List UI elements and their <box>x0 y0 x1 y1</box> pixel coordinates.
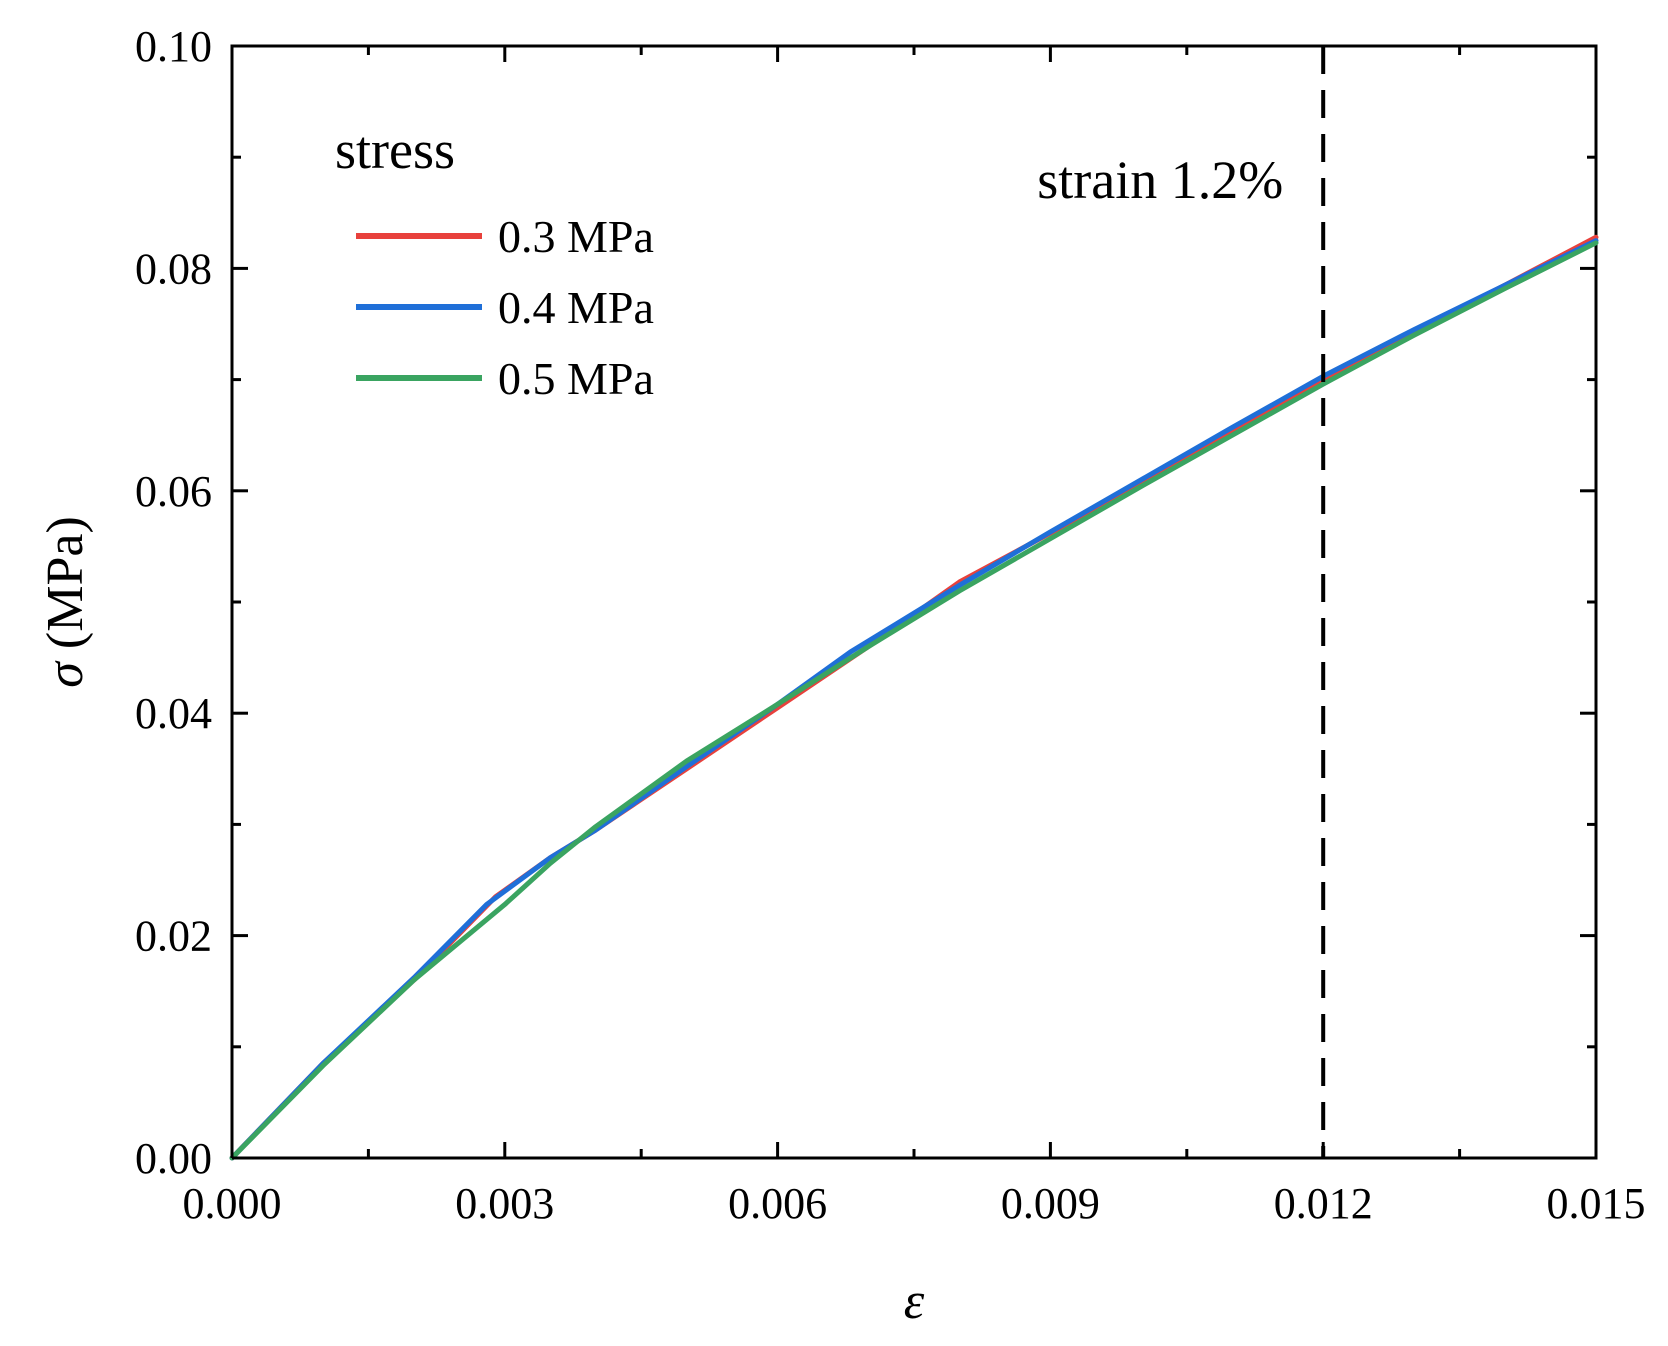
legend: stress 0.3 MPa 0.4 MPa 0.5 MPa <box>335 120 654 404</box>
strain-annotation-label: strain 1.2% <box>1037 150 1283 210</box>
legend-label: 0.4 MPa <box>498 282 654 333</box>
y-tick-label: 0.02 <box>135 912 212 961</box>
x-tick-label: 0.009 <box>1001 1179 1100 1228</box>
y-axis-symbol: σ <box>37 660 94 688</box>
y-tick-label: 0.04 <box>135 689 212 738</box>
y-axis-unit: (MPa) <box>37 516 94 662</box>
legend-label: 0.5 MPa <box>498 353 654 404</box>
plot-area <box>230 44 1598 1160</box>
series-line-0-5-mpa <box>229 240 1599 1161</box>
x-tick-label: 0.015 <box>1547 1179 1646 1228</box>
axes-layer: 0.000 0.003 0.006 0.009 0.012 0.015 0.00 0.02 0.… <box>37 22 1646 1330</box>
x-tick-label: 0.003 <box>455 1179 554 1228</box>
y-tick-label: 0.06 <box>135 467 212 516</box>
y-tick-label: 0.08 <box>135 244 212 293</box>
x-tick-label: 0.000 <box>183 1179 282 1228</box>
x-tick-label: 0.012 <box>1274 1179 1373 1228</box>
plot-frame <box>230 44 1598 1160</box>
y-tick-label: 0.00 <box>135 1134 212 1183</box>
series-line-0-4-mpa <box>229 238 1599 1161</box>
x-axis-title: ε <box>904 1273 925 1330</box>
legend-title: stress <box>335 120 455 180</box>
y-axis-title: σ (MPa) <box>37 516 94 688</box>
x-tick-label: 0.006 <box>728 1179 827 1228</box>
legend-label: 0.3 MPa <box>498 211 654 262</box>
y-tick-label: 0.10 <box>135 22 212 71</box>
annotation-layer: strain 1.2% <box>1037 46 1326 1158</box>
series-layer <box>229 234 1599 1161</box>
